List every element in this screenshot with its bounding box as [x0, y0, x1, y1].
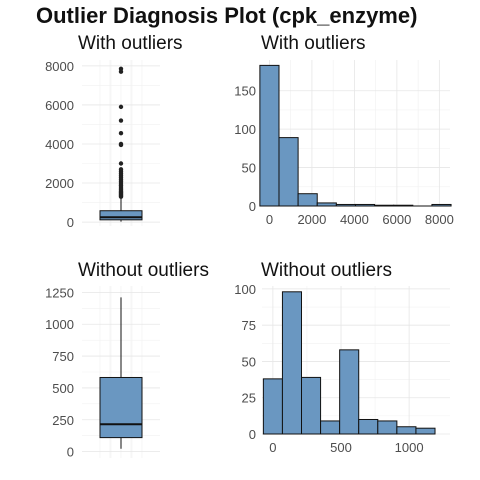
histogram-bar	[297, 193, 318, 207]
outlier-point	[118, 161, 124, 166]
figure-title: Outlier Diagnosis Plot (cpk_enzyme)	[36, 3, 417, 28]
histogram-bar	[415, 427, 436, 435]
x-tick-label: 8000	[425, 212, 454, 227]
histogram-bar	[262, 378, 283, 435]
histogram-bar	[339, 349, 360, 435]
histogram-bar	[377, 420, 398, 435]
histogram-bar	[335, 203, 356, 207]
outlier-point	[118, 141, 124, 147]
y-tick-label: 50	[242, 354, 256, 369]
x-tick-label: 2000	[297, 212, 326, 227]
y-tick-label: 1250	[45, 285, 74, 300]
y-tick-label: 6000	[45, 98, 74, 113]
y-tick-label: 0	[67, 445, 74, 460]
x-tick-label: 1000	[395, 440, 424, 455]
panel-histogram-with-outliers: With outliers 0 50 100 150 0 2000 4000 6000 8000	[234, 33, 454, 227]
y-tick-label: 150	[234, 84, 256, 99]
histogram-bar	[358, 418, 379, 435]
boxplot-without-outliers-plot: 0 250 500 750 1000 1250	[45, 285, 160, 460]
histogram-bar	[320, 420, 341, 435]
outlier-point	[118, 167, 124, 172]
y-tick-label: 50	[242, 161, 256, 176]
x-tick-label: 4000	[340, 212, 369, 227]
y-tick-label: 250	[52, 413, 74, 428]
panel-title-histogram-without-outliers: Without outliers	[261, 260, 392, 281]
y-tick-label: 25	[242, 391, 256, 406]
histogram-bar	[354, 203, 376, 207]
y-tick-label: 8000	[45, 59, 74, 74]
panel-title-boxplot-without-outliers: Without outliers	[78, 260, 209, 281]
outlier-point	[118, 131, 124, 136]
y-tick-label: 1000	[45, 317, 74, 332]
y-tick-label: 75	[242, 318, 256, 333]
histogram-bar	[393, 204, 414, 207]
histogram-bar	[396, 426, 417, 435]
x-tick-label: 0	[266, 212, 273, 227]
histogram-bar	[281, 291, 303, 435]
panel-title-histogram-with-outliers: With outliers	[261, 33, 366, 54]
outlier-point	[118, 66, 124, 71]
histogram-bar	[431, 203, 452, 207]
y-tick-label: 500	[52, 381, 74, 396]
histogram-bar	[278, 137, 299, 207]
y-tick-label: 0	[249, 427, 256, 442]
x-tick-label: 500	[330, 440, 352, 455]
x-tick-label: 6000	[382, 212, 411, 227]
histogram-bar	[316, 202, 337, 207]
y-tick-label: 100	[234, 122, 256, 137]
box-iqr	[99, 210, 143, 221]
y-tick-label: 2000	[45, 176, 74, 191]
histogram-bar	[301, 376, 322, 435]
y-tick-label: 4000	[45, 137, 74, 152]
histogram-with-outliers-plot: 0 50 100 150 0 2000 4000 6000 8000	[234, 60, 454, 227]
histogram-bar	[374, 204, 395, 207]
panel-title-boxplot-with-outliers: With outliers	[78, 33, 183, 54]
outlier-point	[118, 118, 124, 123]
y-tick-label: 750	[52, 349, 74, 364]
panel-boxplot-without-outliers: Without outliers 0 250 500 750 1000 1250	[45, 260, 209, 460]
y-tick-label: 100	[234, 282, 256, 297]
x-tick-label: 0	[269, 440, 276, 455]
box-iqr	[99, 376, 143, 439]
histogram-bar	[259, 64, 280, 207]
panel-boxplot-with-outliers: With outliers 0 2000 4000 6000 8000	[45, 33, 182, 230]
y-tick-label: 0	[249, 199, 256, 214]
boxplot-with-outliers-plot: 0 2000 4000 6000 8000	[45, 59, 160, 230]
y-tick-label: 0	[67, 215, 74, 230]
outlier-point	[118, 104, 124, 110]
